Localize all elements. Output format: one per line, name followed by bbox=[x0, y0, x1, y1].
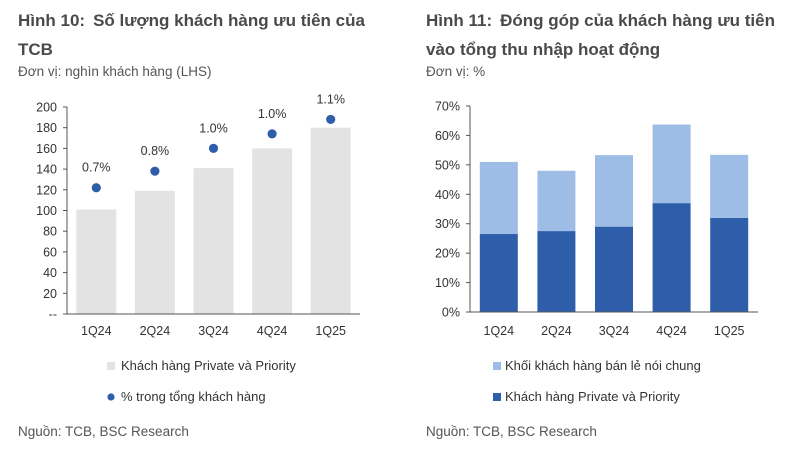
bar bbox=[310, 127, 351, 314]
y-tick-label: 160 bbox=[36, 142, 57, 156]
figure-10-panel: Hình 10: Số lượng khách hàng ưu tiên của … bbox=[0, 0, 380, 454]
figure-11-number: Hình 11: bbox=[426, 11, 493, 30]
legend-label: % trong tổng khách hàng bbox=[121, 389, 266, 404]
bar-segment bbox=[710, 154, 749, 218]
figure-11-chart: 0% 10% 20% 30% 40% 50% 60% 70% 1Q24 2Q24 3Q24 4Q24 1… bbox=[435, 100, 758, 404]
x-tick-label: 4Q24 bbox=[656, 324, 687, 338]
y-tick-label: 40 bbox=[43, 266, 57, 280]
x-tick-label: 2Q24 bbox=[541, 324, 572, 338]
y-tick-label: 30% bbox=[435, 217, 460, 231]
data-point bbox=[150, 166, 160, 176]
data-point bbox=[208, 143, 219, 153]
bar bbox=[193, 168, 234, 314]
bar-segment bbox=[479, 161, 518, 235]
bar-segment bbox=[537, 170, 576, 232]
bar-segment bbox=[652, 203, 691, 312]
x-tick-label: 1Q25 bbox=[714, 324, 745, 338]
y-tick-label: 60% bbox=[435, 129, 460, 143]
bar-segment bbox=[537, 231, 576, 312]
bar-segment bbox=[595, 226, 633, 312]
figure-11-unit: Đơn vị: % bbox=[426, 64, 486, 79]
data-label: 0.7% bbox=[82, 161, 111, 175]
y-tick-label: 0% bbox=[442, 306, 460, 320]
bar bbox=[76, 209, 117, 314]
y-tick-label: 80 bbox=[43, 225, 57, 239]
x-tick-label: 2Q24 bbox=[140, 324, 171, 338]
figure-11-title-text: Đóng góp của khách hàng ưu tiên vào tổng… bbox=[426, 11, 775, 59]
figure-10-title: Hình 10: Số lượng khách hàng ưu tiên của … bbox=[18, 6, 378, 64]
figure-10-source: Nguồn: TCB, BSC Research bbox=[18, 424, 189, 439]
y-tick-label: 50% bbox=[435, 158, 460, 172]
figure-10-chart: -- 20 40 60 80 100 120 140 160 180 200 0.7% 1Q24 0.8%… bbox=[36, 92, 360, 404]
x-tick-label: 1Q24 bbox=[484, 324, 515, 338]
figure-11-panel: Hình 11: Đóng góp của khách hàng ưu tiên … bbox=[408, 0, 788, 454]
x-tick-label: 3Q24 bbox=[198, 324, 229, 338]
bar-segment bbox=[595, 155, 633, 227]
legend-swatch bbox=[493, 393, 501, 401]
bar-segment bbox=[479, 234, 518, 312]
x-tick-label: 3Q24 bbox=[599, 324, 630, 338]
y-tick-label: 100 bbox=[36, 204, 57, 218]
bar bbox=[252, 148, 293, 314]
y-tick-label: 120 bbox=[36, 183, 57, 197]
legend-label: Khối khách hàng bán lẻ nói chung bbox=[505, 358, 701, 373]
figure-11-title: Hình 11: Đóng góp của khách hàng ưu tiên … bbox=[426, 6, 786, 64]
data-label: 1.0% bbox=[199, 121, 228, 135]
legend-swatch bbox=[107, 362, 115, 370]
x-tick-label: 4Q24 bbox=[257, 324, 288, 338]
y-tick-label: 60 bbox=[43, 245, 57, 259]
data-label: 1.0% bbox=[258, 107, 287, 121]
y-tick-label: 10% bbox=[435, 276, 460, 290]
y-tick-label: 140 bbox=[36, 163, 57, 177]
x-tick-label: 1Q24 bbox=[81, 324, 112, 338]
legend-swatch bbox=[493, 362, 501, 370]
data-label: 1.1% bbox=[316, 92, 345, 106]
bar-segment bbox=[710, 217, 749, 312]
y-tick-label: 20% bbox=[435, 247, 460, 261]
y-tick-label: 20 bbox=[43, 287, 57, 301]
data-label: 0.8% bbox=[141, 144, 170, 158]
figure-10-title-text: Số lượng khách hàng ưu tiên của TCB bbox=[18, 11, 365, 59]
legend-label: Khách hàng Private và Priority bbox=[121, 358, 296, 373]
data-point bbox=[91, 183, 101, 193]
y-tick-label: 200 bbox=[36, 101, 57, 115]
figure-10-number: Hình 10: bbox=[18, 11, 86, 30]
y-tick-label: 180 bbox=[36, 121, 57, 135]
y-tick-label: 40% bbox=[435, 188, 460, 202]
bar-segment bbox=[652, 124, 691, 204]
figure-10-unit: Đơn vị: nghìn khách hàng (LHS) bbox=[18, 64, 212, 79]
y-tick-label: -- bbox=[49, 308, 57, 322]
x-tick-label: 1Q25 bbox=[315, 324, 346, 338]
legend-label: Khách hàng Private và Priority bbox=[505, 389, 680, 404]
data-point bbox=[326, 114, 336, 125]
y-tick-label: 70% bbox=[435, 100, 460, 114]
figure-11-source: Nguồn: TCB, BSC Research bbox=[426, 424, 597, 439]
legend-swatch bbox=[107, 393, 115, 401]
bar bbox=[134, 190, 175, 314]
data-point bbox=[267, 129, 277, 139]
